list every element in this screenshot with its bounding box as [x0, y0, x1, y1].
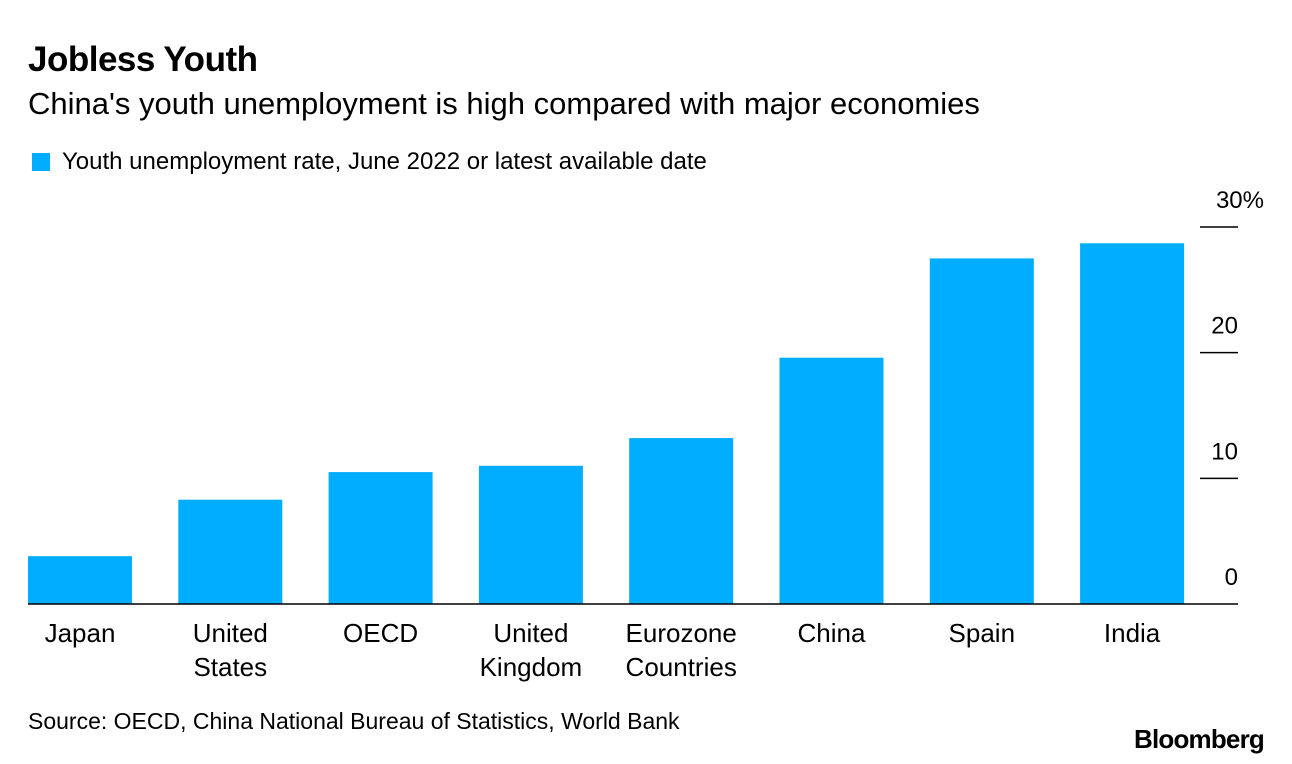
y-tick-label: 0	[1225, 564, 1238, 591]
chart-title: Jobless Youth	[28, 40, 258, 79]
bar-china	[779, 357, 884, 604]
y-axis: 0 10 20 30%	[1200, 187, 1264, 591]
x-label-japan: Japan	[45, 618, 116, 648]
legend-swatch	[32, 153, 50, 171]
y-tick-label: 10	[1211, 438, 1238, 465]
chart-subtitle: China's youth unemployment is high compa…	[28, 86, 980, 121]
bar-spain	[929, 258, 1034, 604]
x-label-oecd: OECD	[343, 618, 418, 648]
y-tick-label: 30%	[1216, 187, 1264, 214]
bar-eurozone-countries	[629, 438, 734, 604]
y-tick-label: 20	[1211, 313, 1238, 340]
x-label-india: India	[1104, 618, 1161, 648]
x-label-eurozone-countries: Eurozone Countries	[626, 618, 737, 682]
x-label-china: China	[798, 618, 866, 648]
x-label-united-kingdom: United Kingdom	[480, 618, 583, 682]
bar-india	[1080, 243, 1185, 605]
bar-japan	[28, 556, 132, 604]
legend-label: Youth unemployment rate, June 2022 or la…	[62, 148, 707, 175]
bar-united-states	[178, 499, 283, 604]
bloomberg-logo: Bloomberg	[1133, 724, 1265, 754]
x-label-united-states: United States	[193, 618, 268, 682]
bar-oecd	[328, 472, 433, 604]
legend: Youth unemployment rate, June 2022 or la…	[32, 148, 707, 176]
x-label-spain: Spain	[949, 618, 1016, 648]
bar-united-kingdom	[478, 465, 583, 604]
x-axis-labels: Japan United States OECD United Kingdom Eurozo…	[45, 618, 1161, 682]
bars-group	[28, 243, 1185, 605]
source-note: Source: OECD, China National Bureau of S…	[28, 708, 680, 734]
